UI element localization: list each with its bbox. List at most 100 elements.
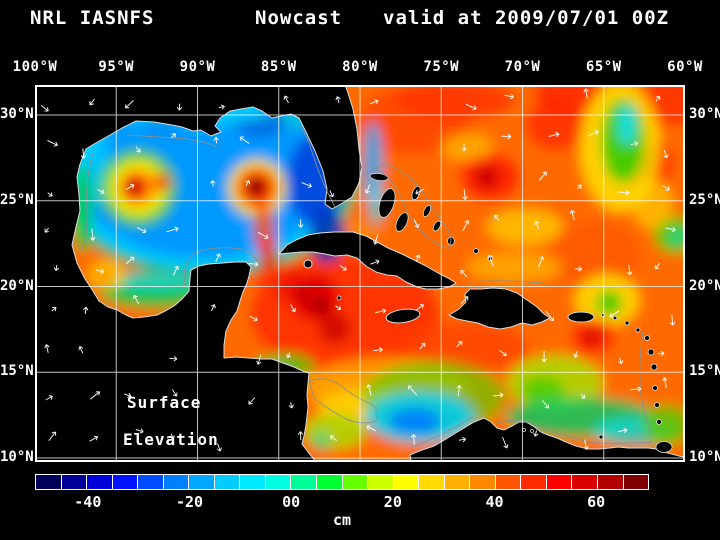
current-vector-arrow xyxy=(502,436,509,449)
colorbar-cell xyxy=(36,475,61,489)
bathymetry-contours xyxy=(80,124,654,448)
current-vector-arrow xyxy=(366,425,377,432)
grid-lines xyxy=(35,85,685,462)
current-vector-arrow xyxy=(375,308,387,314)
current-vector-arrow xyxy=(135,146,141,153)
current-vector-arrow xyxy=(132,294,140,305)
y-axis-tick-left: 20°N xyxy=(0,277,34,294)
current-vector-arrow xyxy=(125,256,135,265)
colorbar-tick-label: -20 xyxy=(175,493,204,511)
colorbar-cell xyxy=(419,475,444,489)
current-vector-arrow xyxy=(494,214,500,221)
current-vector-arrow xyxy=(78,346,84,354)
current-vector-arrow xyxy=(542,400,549,409)
y-axis-tick-left: 30°N xyxy=(0,106,34,122)
current-vector-arrow xyxy=(369,99,379,105)
current-vector-arrow xyxy=(534,220,540,230)
current-vector-arrow xyxy=(580,393,586,399)
x-axis-tick: 85°W xyxy=(260,59,297,75)
current-vector-arrow xyxy=(283,95,289,104)
current-vector-arrow xyxy=(166,226,179,233)
y-axis-tick-right: 20°N xyxy=(689,277,720,294)
current-vector-arrow xyxy=(256,354,262,365)
current-vector-arrow xyxy=(330,435,337,441)
current-vector-arrow xyxy=(297,219,304,228)
current-vector-arrow xyxy=(171,389,178,397)
x-axis-tick: 70°W xyxy=(504,59,541,75)
current-vector-arrow xyxy=(501,133,512,140)
current-vector-arrow xyxy=(89,98,95,106)
colorbar-tick-label: 40 xyxy=(485,493,504,511)
current-vector-arrow xyxy=(290,304,296,313)
x-axis-tick: 80°W xyxy=(342,59,378,75)
x-axis-tick: 65°W xyxy=(585,59,622,75)
current-vector-arrow xyxy=(172,265,180,276)
y-axis-tick-right: 15°N xyxy=(689,363,720,380)
x-axis-tick: 90°W xyxy=(179,59,216,75)
current-vector-arrow xyxy=(124,392,132,398)
current-vector-arrow xyxy=(245,180,251,187)
colorbar-cell xyxy=(623,475,649,489)
current-vector-arrow xyxy=(533,430,539,437)
current-vector-arrow xyxy=(218,104,225,110)
colorbar-cell xyxy=(189,475,214,489)
current-vector-arrow xyxy=(44,227,49,233)
current-vector-arrow xyxy=(410,434,417,445)
current-vector-arrow xyxy=(48,431,57,442)
colorbar-cell xyxy=(163,475,189,489)
current-vector-arrow xyxy=(215,253,221,262)
current-vector-arrow xyxy=(545,310,554,322)
current-vector-arrow xyxy=(135,428,144,434)
current-vector-arrow xyxy=(462,220,470,232)
jamaica-island xyxy=(385,308,421,324)
colorbar-cell xyxy=(444,475,470,489)
colorbar-cell xyxy=(470,475,495,489)
current-vector-arrow xyxy=(329,190,335,198)
current-vector-arrow xyxy=(53,264,60,272)
current-vector-arrow xyxy=(169,433,175,440)
current-vector-arrow xyxy=(662,185,670,191)
current-vector-arrow xyxy=(83,306,89,315)
current-vector-arrow xyxy=(288,402,294,409)
current-vector-arrow xyxy=(407,385,418,396)
colorbar-cell xyxy=(138,475,163,489)
colorbar-cell xyxy=(495,475,521,489)
y-axis-tick-right: 25°N xyxy=(689,191,720,208)
current-vector-arrow xyxy=(47,140,58,147)
current-vector-arrow xyxy=(618,357,624,365)
colorbar-cell xyxy=(572,475,598,489)
current-vector-arrow xyxy=(456,340,463,348)
colorbar-cell xyxy=(368,475,393,489)
current-vector-arrow xyxy=(460,269,468,278)
colorbar-tick-label: 60 xyxy=(587,493,606,511)
current-vector-arrow xyxy=(248,397,256,405)
current-vector-arrow xyxy=(460,296,469,305)
product-title: Nowcast xyxy=(255,7,343,29)
current-vector-arrow xyxy=(97,189,105,194)
y-axis-tick-left: 25°N xyxy=(0,191,34,208)
current-vector-arrow xyxy=(335,305,342,311)
current-vector-arrow xyxy=(493,392,504,398)
current-vector-arrow xyxy=(618,190,630,196)
current-vector-arrow xyxy=(654,262,661,270)
current-vector-arrow xyxy=(504,93,515,100)
current-vector-arrow xyxy=(210,304,216,312)
current-vector-arrow xyxy=(609,310,620,318)
current-vector-arrow xyxy=(456,384,462,397)
colorbar-cell xyxy=(61,475,87,489)
colorbar-cell xyxy=(521,475,546,489)
current-vector-arrow xyxy=(80,148,87,159)
current-vector-arrow xyxy=(124,100,134,109)
current-vector-arrow xyxy=(548,131,560,138)
current-vector-arrow xyxy=(45,395,53,401)
current-vector-arrow xyxy=(655,95,661,102)
current-vector-arrow xyxy=(576,184,582,190)
current-vector-arrow xyxy=(538,256,545,268)
current-vector-arrow xyxy=(90,228,96,241)
current-vector-arrow xyxy=(249,315,258,322)
current-vector-arrow xyxy=(458,436,467,443)
colorbar-cell xyxy=(546,475,572,489)
current-vector-arrow xyxy=(248,261,259,267)
current-vector-arrow xyxy=(415,188,425,195)
current-vector-arrow xyxy=(257,231,269,239)
